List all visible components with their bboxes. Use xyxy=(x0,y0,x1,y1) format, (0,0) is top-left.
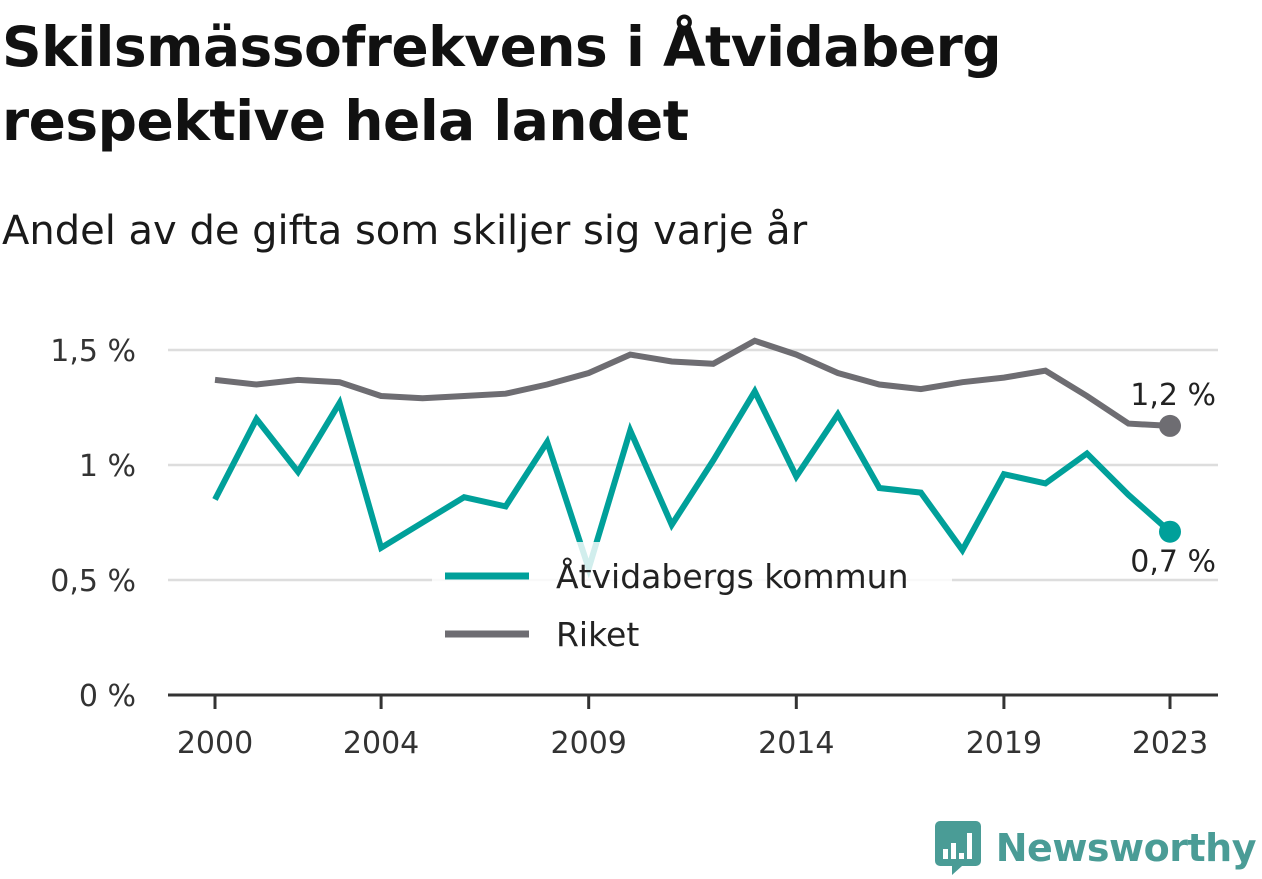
x-tick-label: 2019 xyxy=(966,726,1042,761)
legend-background xyxy=(432,542,952,664)
chart-subtitle: Andel av de gifta som skiljer sig varje … xyxy=(2,208,808,254)
y-tick-label: 0,5 % xyxy=(50,564,136,599)
y-tick-label: 1 % xyxy=(79,449,136,484)
series-end-point xyxy=(1159,520,1181,543)
series-end-point xyxy=(1159,414,1181,437)
brand-name: Newsworthy xyxy=(995,826,1257,870)
x-tick-label: 2023 xyxy=(1132,726,1208,761)
x-tick-label: 2000 xyxy=(177,726,253,761)
series-line xyxy=(214,337,1171,429)
x-tick-label: 2014 xyxy=(758,726,834,761)
legend-label: Åtvidabergs kommun xyxy=(556,556,909,596)
series-lines xyxy=(212,337,1181,579)
y-tick-label: 0 % xyxy=(79,679,136,714)
y-tick-label: 1,5 % xyxy=(50,334,136,369)
x-axis: 2000 2004 2009 2014 2019 2023 xyxy=(168,693,1218,761)
newsworthy-logo: Newsworthy xyxy=(934,819,1257,877)
x-tick-label: 2004 xyxy=(343,726,419,761)
end-value-label: 0,7 % xyxy=(1130,545,1216,580)
x-tick-label: 2009 xyxy=(551,726,627,761)
bar-chart-speech-bubble-icon xyxy=(934,821,981,875)
chart-title: Skilsmässofrekvens i Åtvidaberg respekti… xyxy=(2,15,1002,153)
legend: Åtvidabergs kommun Riket xyxy=(432,542,952,664)
end-labels: 0,7 % 1,2 % xyxy=(1127,375,1219,583)
legend-label: Riket xyxy=(556,615,639,654)
end-value-label: 1,2 % xyxy=(1130,378,1216,413)
series-line xyxy=(212,385,1172,579)
y-axis: 0 % 0,5 % 1 % 1,5 % xyxy=(50,334,136,714)
